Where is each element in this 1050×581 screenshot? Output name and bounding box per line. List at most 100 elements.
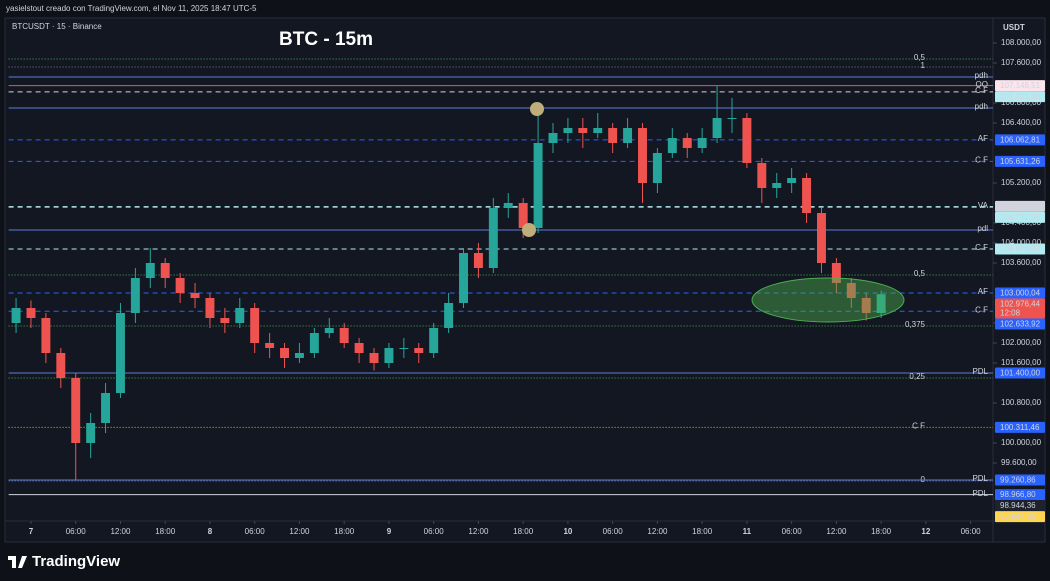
y-tick-label: 104.000,00	[1001, 238, 1042, 247]
x-tick-label: 06:00	[782, 527, 803, 536]
candle-body	[817, 213, 826, 263]
candle-body	[712, 118, 722, 138]
candle-body	[742, 118, 752, 163]
y-tick-label: 106.400,00	[1001, 118, 1042, 127]
candle-body	[175, 278, 185, 293]
currency-label: USDT	[1003, 23, 1025, 32]
candle-body	[205, 298, 215, 318]
x-tick-label: 12:00	[647, 527, 668, 536]
x-tick-label: 18:00	[334, 527, 355, 536]
price-tag	[995, 421, 1045, 433]
level-label: 1	[921, 61, 926, 70]
candle-body	[339, 328, 349, 343]
price-tag-label: 107.146,51	[1000, 81, 1041, 90]
candle-body	[265, 343, 275, 348]
candle-body	[56, 353, 66, 378]
x-tick-label: 18:00	[692, 527, 713, 536]
candle-body	[250, 308, 260, 343]
candle-body	[831, 263, 841, 283]
symbol: BTCUSDT · 15 · Binance	[12, 22, 102, 31]
candle-body	[324, 328, 334, 333]
x-tick-label: 12:00	[826, 527, 847, 536]
candle-body	[488, 208, 498, 268]
level-label: 0,375	[905, 320, 926, 329]
price-tag-label: 103.000,04	[1000, 288, 1041, 297]
y-tick-label: 100.000,00	[1001, 438, 1042, 447]
price-tag	[995, 211, 1045, 223]
candle-body	[71, 378, 81, 443]
candle-body	[533, 143, 543, 228]
x-tick-label: 06:00	[424, 527, 445, 536]
price-tag	[995, 489, 1045, 501]
brand: TradingView	[32, 553, 120, 570]
y-tick-label: 107.600,00	[1001, 58, 1042, 67]
level-label: C F	[975, 243, 988, 252]
countdown: 12:08	[1000, 309, 1021, 318]
candle-body	[473, 253, 483, 268]
candle-body	[399, 348, 409, 349]
price-tag	[995, 500, 1045, 512]
candle-body	[787, 178, 797, 183]
price-tag-label: 98.944,36	[1000, 501, 1036, 510]
price-tag	[995, 298, 1045, 319]
y-tick-label: 108.000,00	[1001, 38, 1042, 47]
candle-body	[876, 294, 886, 313]
x-tick-label: 06:00	[961, 527, 982, 536]
candle-body	[41, 318, 51, 353]
level-label: 0,25	[909, 372, 925, 381]
price-tag-label: 104.732,47	[1000, 202, 1041, 211]
candle-body	[846, 283, 856, 298]
candle-body	[563, 128, 573, 133]
price-tag-label: 98.966,80	[1000, 490, 1036, 499]
level-label: AF	[978, 287, 988, 296]
candle-body	[638, 128, 647, 183]
candle-body	[354, 343, 364, 353]
x-tick-label: 12:00	[289, 527, 310, 536]
y-tick-label: 106.800,00	[1001, 98, 1042, 107]
price-tag-label: 107.021,38	[1000, 92, 1041, 101]
candle-body	[130, 278, 140, 313]
level-label: VA	[978, 201, 989, 210]
price-tag	[995, 134, 1045, 146]
y-tick-label: 101.600,00	[1001, 358, 1042, 367]
brand-logo: TradingView	[8, 553, 120, 570]
candle-body	[294, 353, 304, 358]
candle-body	[444, 303, 454, 328]
price-tag-label: 102.976,44	[1000, 299, 1041, 308]
candle-body	[682, 138, 692, 148]
candle-body	[309, 333, 319, 353]
y-tick-label: 105.200,00	[1001, 178, 1042, 187]
price-tag	[995, 155, 1045, 167]
x-tick-label: 12	[921, 527, 930, 536]
chart-title: BTC - 15m	[279, 29, 373, 50]
level-label: PDL	[972, 474, 988, 483]
level-label: 0,5	[914, 269, 926, 278]
x-tick-label: 8	[208, 527, 213, 536]
level-label: PDL	[972, 489, 988, 498]
price-tag-label: 105.631,26	[1000, 157, 1041, 166]
price-tag	[995, 511, 1045, 523]
price-tag	[995, 91, 1045, 103]
level-label: C F	[975, 156, 988, 165]
level-label: C F	[975, 86, 988, 95]
level-label: AF	[978, 134, 988, 143]
x-tick-label: 18:00	[871, 527, 892, 536]
highlight-ellipse	[751, 277, 905, 323]
level-label: pdh	[975, 71, 988, 80]
candle-body	[11, 308, 21, 323]
price-tag	[995, 243, 1045, 255]
price-tag-label: 103.879,22	[1000, 244, 1041, 253]
candle-body	[697, 138, 707, 148]
marker-circle	[522, 223, 536, 237]
price-tag	[995, 287, 1045, 299]
candle-body	[369, 353, 379, 363]
candle-body	[593, 128, 603, 133]
candle-body	[667, 138, 677, 153]
candle-body	[727, 118, 737, 119]
price-tag	[995, 80, 1045, 92]
candle-body	[459, 253, 468, 303]
price-tag-label: 104.722,95	[1000, 213, 1041, 222]
candle-body	[101, 393, 111, 423]
level-label: 0,5	[914, 53, 926, 62]
